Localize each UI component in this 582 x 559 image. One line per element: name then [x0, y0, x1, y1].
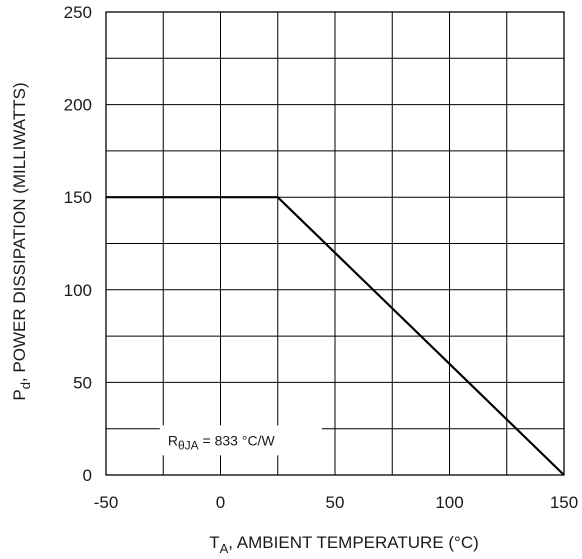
x-tick-label: 0 [216, 493, 225, 512]
y-tick-label: 0 [83, 466, 92, 485]
y-axis-title-subscript: d [18, 382, 33, 389]
grid-lines [106, 12, 564, 475]
annotation-background [159, 425, 322, 456]
x-tick-labels: -50 0 50 100 150 [94, 493, 578, 512]
y-axis-title: Pd, POWER DISSIPATION (MILLIWATTS) [10, 82, 33, 400]
y-axis-title-main: P [10, 389, 29, 400]
x-tick-label: 150 [550, 493, 578, 512]
annotation-subscript: θJA [178, 438, 199, 452]
y-tick-label: 150 [64, 188, 92, 207]
x-tick-label: -50 [94, 493, 119, 512]
annotation-box: RθJA = 833 °C/W [159, 425, 322, 456]
y-tick-labels: 0 50 100 150 200 250 [64, 3, 92, 485]
plot-frame [105, 11, 565, 476]
y-tick-label: 50 [73, 373, 92, 392]
annotation-value: = 833 °C/W [199, 432, 276, 448]
y-tick-label: 100 [64, 281, 92, 300]
x-tick-label: 100 [435, 493, 463, 512]
y-tick-label: 250 [64, 3, 92, 22]
x-axis-title-rest: , AMBIENT TEMPERATURE (°C) [228, 533, 479, 552]
annotation-symbol: R [168, 432, 178, 448]
derating-curve [106, 196, 565, 476]
x-tick-label: 50 [326, 493, 345, 512]
y-axis-title-rest: , POWER DISSIPATION (MILLIWATTS) [10, 82, 29, 382]
x-axis-title-main: T [209, 533, 219, 552]
thermal-resistance-label: RθJA = 833 °C/W [168, 432, 276, 452]
series-group [106, 196, 565, 476]
y-tick-label: 200 [64, 96, 92, 115]
x-axis-title: TA, AMBIENT TEMPERATURE (°C) [209, 533, 479, 556]
x-axis-title-subscript: A [220, 541, 229, 556]
